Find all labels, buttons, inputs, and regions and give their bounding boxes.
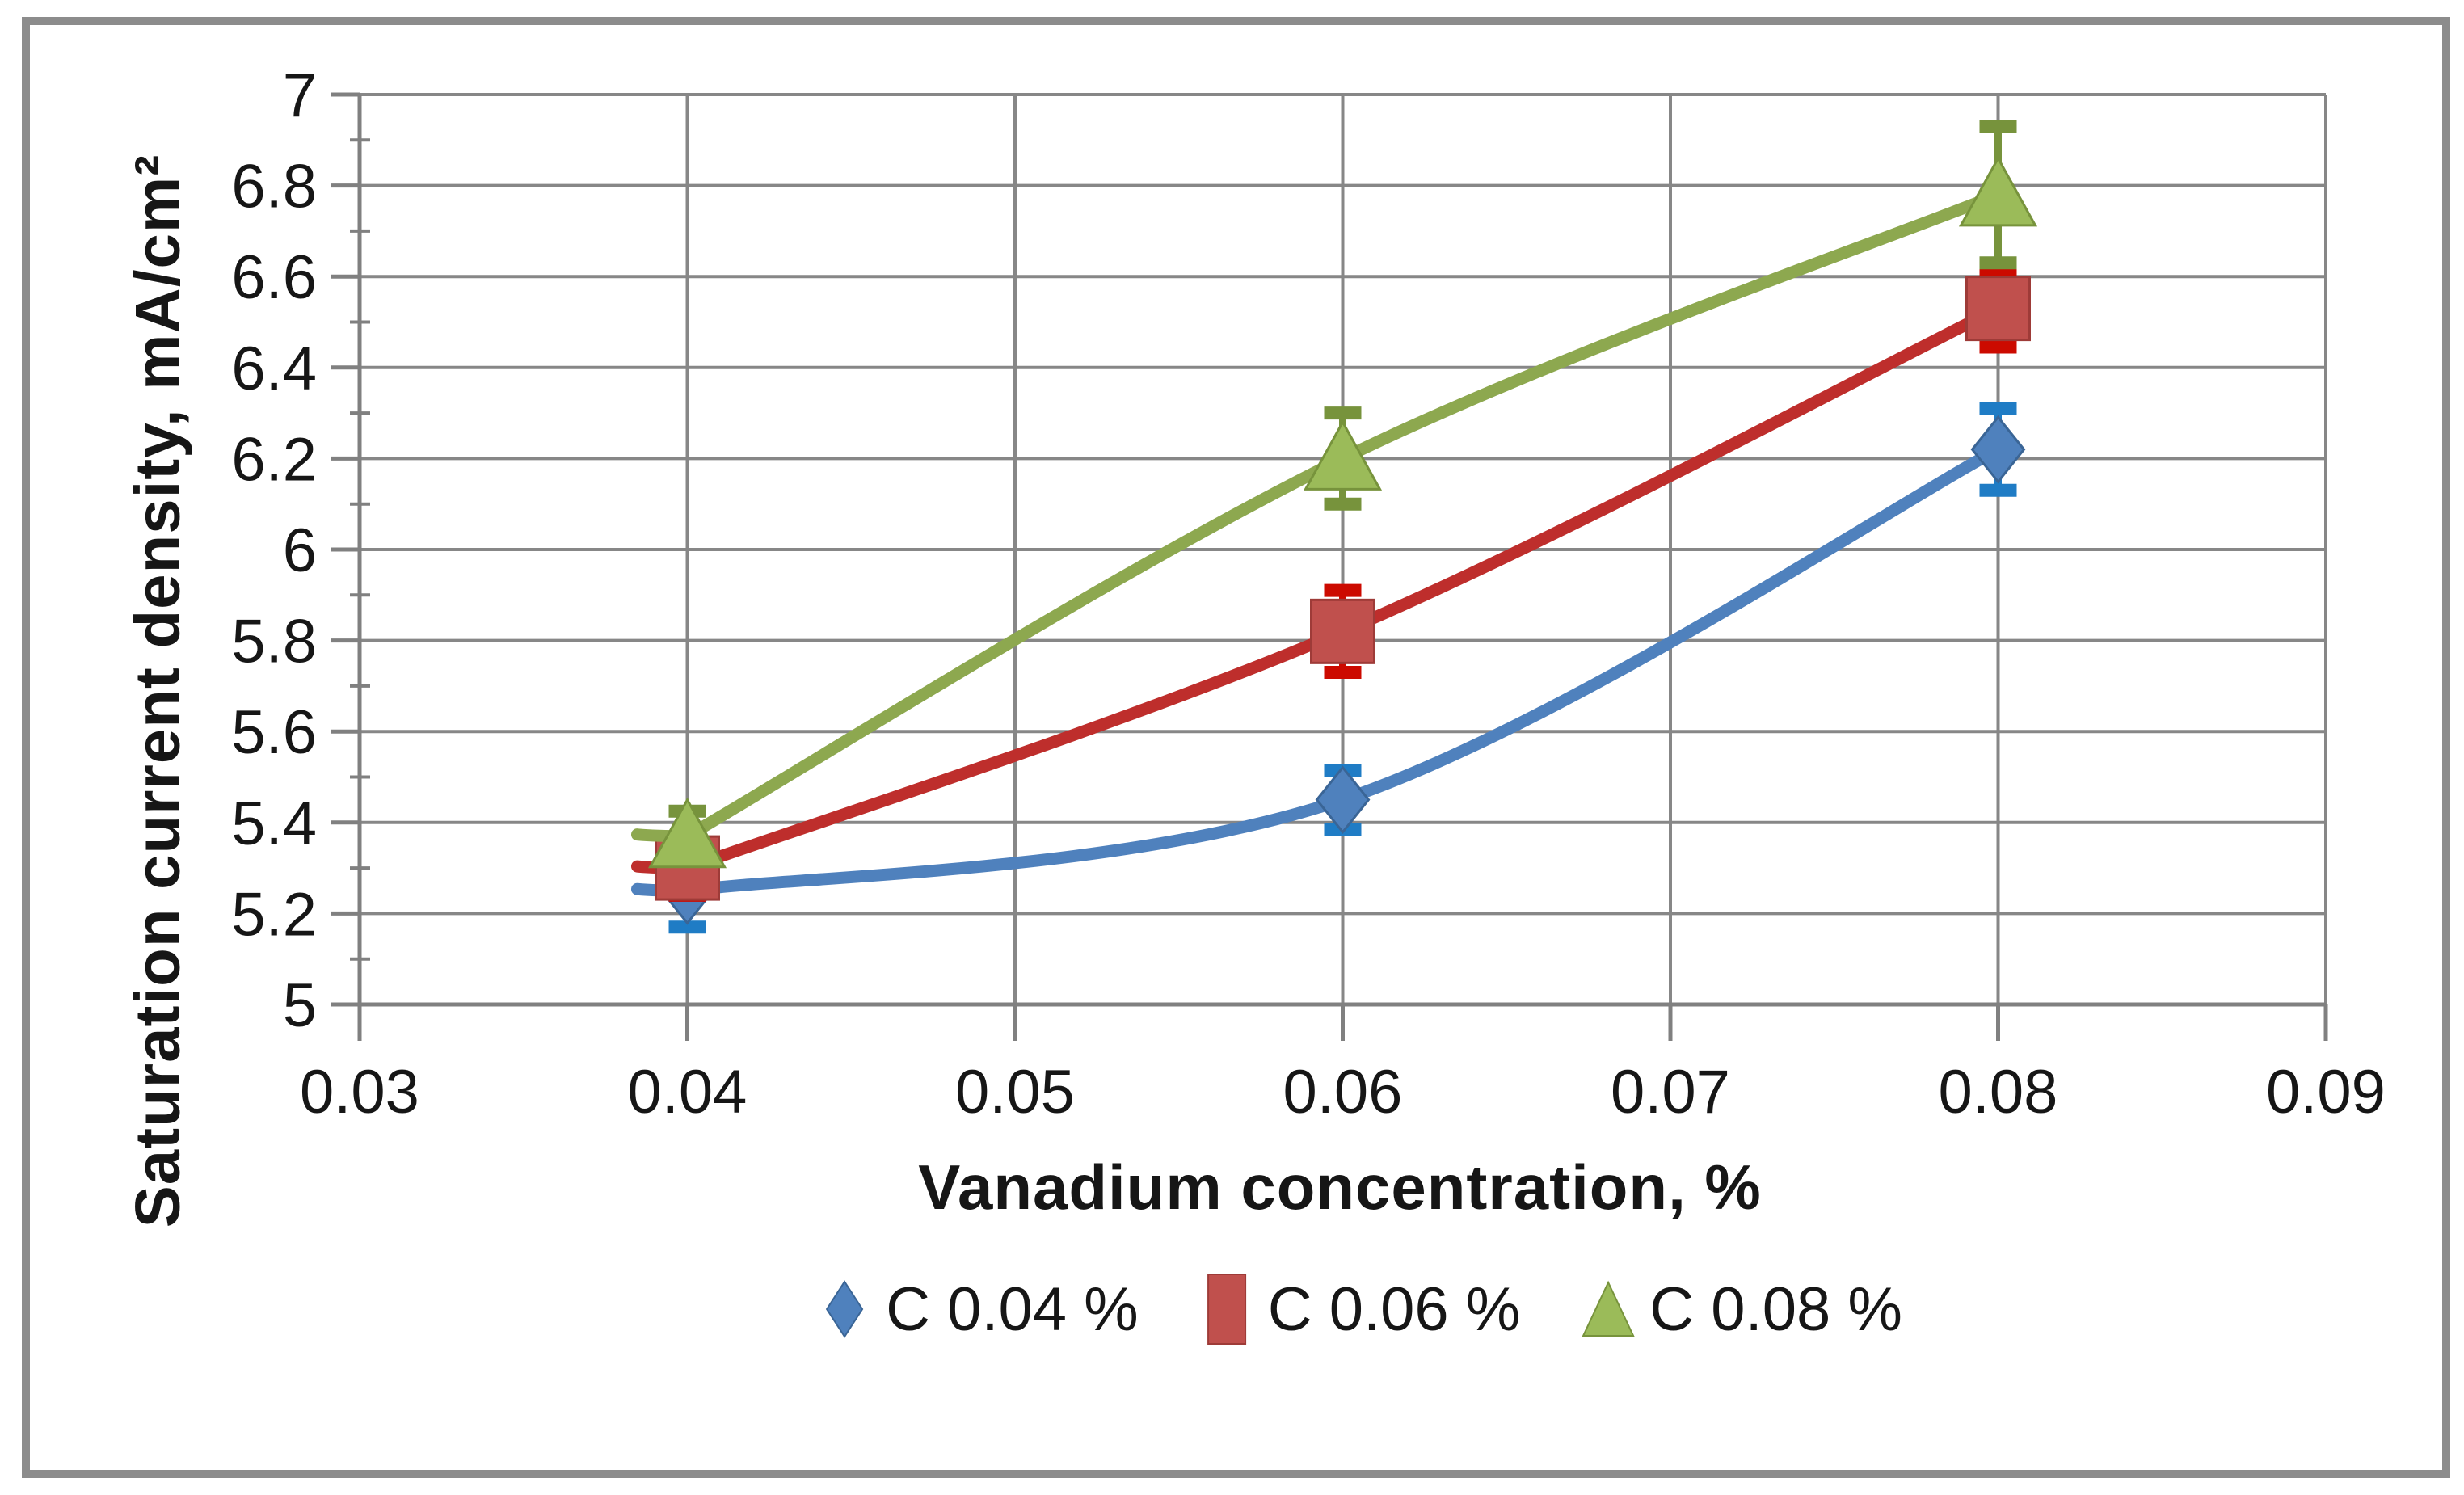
y-tick-label: 6	[283, 516, 317, 585]
y-tick-label: 5.6	[231, 698, 317, 767]
y-tick-label: 6.8	[231, 153, 317, 221]
y-tick-label: 6.2	[231, 425, 317, 494]
y-tick-label: 5.8	[231, 608, 317, 676]
series-line	[631, 443, 2004, 897]
y-axis-title: Saturation current density, mA/cm²	[121, 154, 193, 1228]
series-line	[631, 302, 2004, 874]
x-tick-label: 0.06	[1283, 1058, 1403, 1127]
series-line	[631, 188, 2004, 843]
legend-label: C 0.04 %	[886, 1274, 1139, 1344]
triangle-legend-marker-icon	[1582, 1280, 1635, 1337]
data-point-marker	[1965, 276, 2031, 342]
legend-item: C 0.06 %	[1198, 1270, 1521, 1348]
x-tick-label: 0.08	[1939, 1058, 2058, 1127]
data-point-marker	[1303, 419, 1383, 491]
diamond-legend-marker-icon	[825, 1280, 864, 1338]
x-tick-label: 0.05	[955, 1058, 1075, 1127]
data-point-marker	[1970, 415, 2026, 484]
legend: C 0.04 % C 0.06 % C 0.08 %	[816, 1270, 1902, 1348]
y-tick-label: 6.4	[231, 335, 317, 403]
legend-label: C 0.08 %	[1649, 1274, 1902, 1344]
data-point-marker	[647, 797, 727, 869]
square-shape	[1207, 1274, 1246, 1345]
data-point-marker	[1310, 598, 1375, 664]
square-legend-marker-icon	[1207, 1274, 1246, 1345]
legend-item: C 0.04 %	[816, 1270, 1139, 1348]
x-tick-label: 0.07	[1611, 1058, 1730, 1127]
triangle-shape	[1582, 1280, 1635, 1337]
y-tick-label: 5	[283, 971, 317, 1040]
y-tick-label: 5.2	[231, 880, 317, 949]
y-tick-label: 7	[283, 61, 317, 130]
x-tick-label: 0.09	[2266, 1058, 2386, 1127]
legend-label: C 0.06 %	[1267, 1274, 1521, 1344]
data-point-marker	[1315, 765, 1371, 835]
y-tick-label: 6.6	[231, 243, 317, 312]
chart-border-frame	[22, 17, 2450, 1478]
y-tick-label: 5.4	[231, 790, 317, 858]
diamond-shape	[825, 1280, 864, 1338]
x-tick-label: 0.03	[300, 1058, 419, 1127]
x-tick-label: 0.04	[628, 1058, 748, 1127]
data-point-marker	[1958, 155, 2038, 227]
x-axis-title: Vanadium concentration, %	[918, 1152, 1762, 1223]
legend-item: C 0.08 %	[1580, 1270, 1902, 1348]
